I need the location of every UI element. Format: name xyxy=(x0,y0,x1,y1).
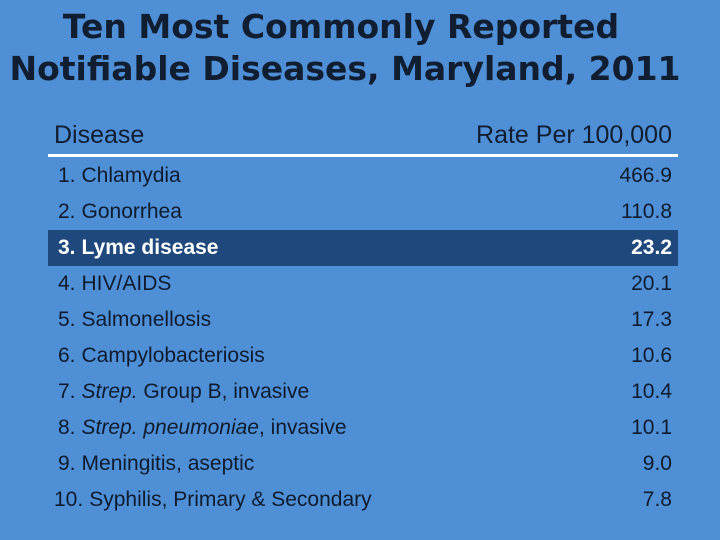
disease-name: 2. Gonorrhea xyxy=(58,194,182,230)
table-row-highlighted: 3. Lyme disease 23.2 xyxy=(48,230,678,266)
rank-number: 7. xyxy=(58,380,76,403)
header-rate: Rate Per 100,000 xyxy=(476,121,672,149)
table-row: 9. Meningitis, aseptic 9.0 xyxy=(48,446,678,482)
rank-number: 6. xyxy=(58,344,76,367)
disease-label: Campylobacteriosis xyxy=(81,344,265,367)
rate-value: 10.6 xyxy=(631,344,672,367)
rate-value: 17.3 xyxy=(631,308,672,331)
table-row: 1. Chlamydia 466.9 xyxy=(48,158,678,194)
disease-name: 7. Strep. Group B, invasive xyxy=(58,374,309,410)
rate-value: 20.1 xyxy=(631,272,672,295)
rank-number: 8. xyxy=(58,416,76,439)
disease-label: Meningitis, aseptic xyxy=(81,452,255,475)
table-row: 10. Syphilis, Primary & Secondary 7.8 xyxy=(48,482,678,518)
disease-name: 6. Campylobacteriosis xyxy=(58,338,265,374)
rank-number: 3. xyxy=(58,236,76,259)
rate-value: 10.1 xyxy=(631,416,672,439)
disease-name: 8. Strep. pneumoniae, invasive xyxy=(58,410,347,446)
rate-value: 466.9 xyxy=(619,164,672,187)
disease-label-italic: Strep. xyxy=(81,380,138,403)
rank-number: 1. xyxy=(58,164,76,187)
disease-name: 1. Chlamydia xyxy=(58,158,181,194)
table-row: 4. HIV/AIDS 20.1 xyxy=(48,266,678,302)
rate-value: 7.8 xyxy=(642,488,672,511)
rank-number: 9. xyxy=(58,452,76,475)
rank-number: 2. xyxy=(58,200,76,223)
disease-label: Gonorrhea xyxy=(81,200,182,223)
rank-number: 5. xyxy=(58,308,76,331)
title-line-2: Notifiable Diseases, Maryland, 2011 xyxy=(9,49,681,88)
disease-label: Lyme disease xyxy=(81,236,219,259)
disease-name: 10. Syphilis, Primary & Secondary xyxy=(54,482,372,518)
disease-name: 4. HIV/AIDS xyxy=(58,266,171,302)
disease-label: Salmonellosis xyxy=(81,308,212,331)
slide-title: Ten Most Commonly Reported Notifiable Di… xyxy=(0,6,690,90)
table-row: 8. Strep. pneumoniae, invasive 10.1 xyxy=(48,410,678,446)
rate-value: 23.2 xyxy=(631,236,672,259)
table-row: 6. Campylobacteriosis 10.6 xyxy=(48,338,678,374)
disease-label: , invasive xyxy=(258,416,347,439)
table-row: 5. Salmonellosis 17.3 xyxy=(48,302,678,338)
disease-name: 3. Lyme disease xyxy=(58,230,219,266)
disease-label: Syphilis, Primary & Secondary xyxy=(89,488,372,511)
disease-label: Group B, invasive xyxy=(137,380,310,403)
disease-label-italic: Strep. pneumoniae xyxy=(81,416,259,439)
table-row: 2. Gonorrhea 110.8 xyxy=(48,194,678,230)
rate-value: 110.8 xyxy=(621,200,672,223)
rate-value: 9.0 xyxy=(642,452,672,475)
rate-value: 10.4 xyxy=(631,380,672,403)
disease-name: 9. Meningitis, aseptic xyxy=(58,446,254,482)
table-header: Disease Rate Per 100,000 xyxy=(48,116,678,157)
title-line-1: Ten Most Commonly Reported xyxy=(62,7,620,46)
disease-label: HIV/AIDS xyxy=(81,272,172,295)
disease-rate-table: Disease Rate Per 100,000 1. Chlamydia 466… xyxy=(48,116,678,518)
disease-label: Chlamydia xyxy=(81,164,181,187)
rank-number: 4. xyxy=(58,272,76,295)
disease-name: 5. Salmonellosis xyxy=(58,302,211,338)
header-disease: Disease xyxy=(54,121,145,149)
rank-number: 10. xyxy=(54,488,84,511)
table-row: 7. Strep. Group B, invasive 10.4 xyxy=(48,374,678,410)
table-body: 1. Chlamydia 466.9 2. Gonorrhea 110.8 3. Ly… xyxy=(48,158,678,518)
